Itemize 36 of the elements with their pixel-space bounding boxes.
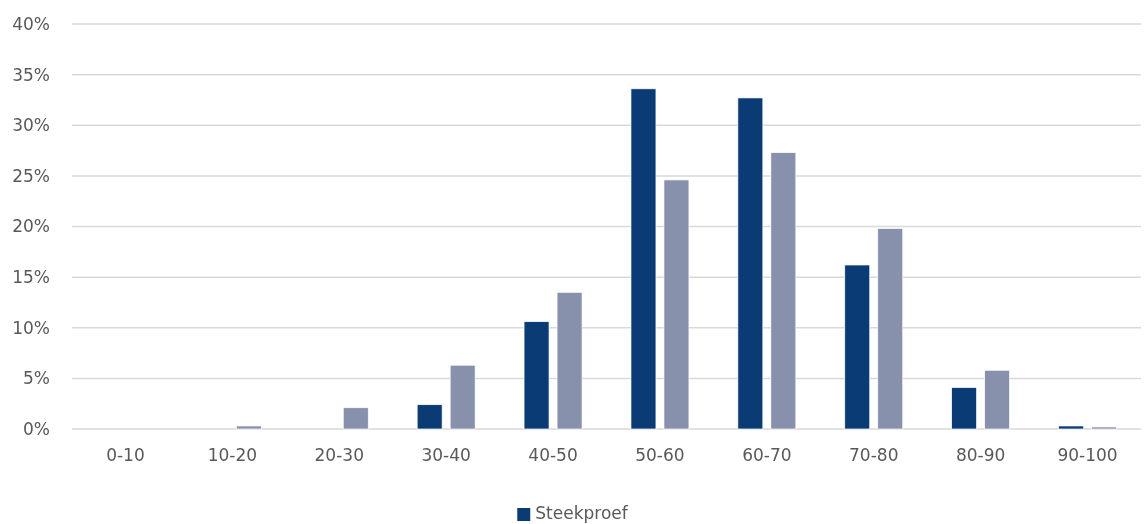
x-tick-label: 90-100 — [1057, 445, 1118, 465]
bar — [877, 228, 904, 430]
bar — [984, 369, 1010, 430]
bar — [449, 364, 476, 430]
bar — [951, 387, 977, 430]
y-tick-label: 20% — [12, 216, 50, 237]
y-tick-label: 10% — [12, 317, 50, 338]
bar — [737, 97, 764, 430]
bar — [1091, 426, 1117, 430]
bar — [416, 404, 443, 430]
x-tick-label: 50-60 — [635, 445, 685, 465]
y-tick-label: 15% — [12, 267, 50, 288]
x-tick-label: 80-90 — [955, 445, 1006, 465]
x-tick-label: 60-70 — [742, 445, 792, 465]
x-tick-label: 10-20 — [207, 445, 258, 465]
y-tick-label: 25% — [12, 165, 50, 186]
bar — [844, 264, 871, 430]
y-tick-label: 40% — [12, 13, 50, 34]
y-tick-label: 35% — [12, 64, 50, 85]
bar — [236, 425, 262, 430]
bar — [630, 88, 657, 430]
y-tick-label: 0% — [23, 418, 50, 439]
y-tick-label: 30% — [12, 115, 50, 136]
x-tick-label: 0-10 — [106, 445, 145, 465]
x-tick-label: 30-40 — [421, 445, 471, 465]
bar — [556, 291, 583, 430]
bar — [523, 321, 550, 430]
bar — [770, 152, 797, 430]
x-tick-label: 40-50 — [528, 445, 578, 465]
y-tick-label: 5% — [23, 368, 50, 389]
legend-label: Steekproef — [535, 503, 629, 523]
x-tick-label: 70-80 — [849, 445, 899, 465]
x-tick-label: 20-30 — [314, 445, 364, 465]
bar — [1058, 425, 1084, 430]
bar — [663, 179, 690, 430]
bar — [342, 407, 369, 430]
